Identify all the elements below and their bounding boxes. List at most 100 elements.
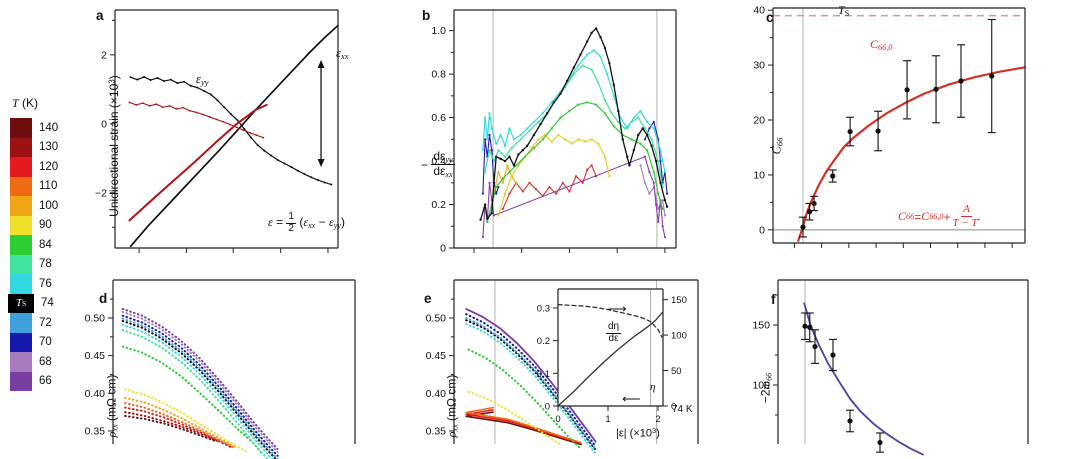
temp-swatch — [10, 235, 32, 255]
temp-swatch — [10, 274, 32, 294]
temp-swatch — [10, 157, 32, 177]
svg-text:0: 0 — [671, 402, 676, 413]
svg-text:0.2: 0.2 — [431, 199, 446, 211]
panel-b-letter: b — [422, 8, 431, 23]
c660-label: C66,0 — [870, 37, 893, 52]
panel-f-letter: f — [771, 292, 776, 307]
legend-row: 130 — [10, 137, 58, 157]
legend-row: 72 — [10, 313, 58, 333]
temp-swatch — [10, 371, 32, 391]
temp-label: 120 — [39, 160, 59, 173]
legend-row: T S 74 — [8, 293, 58, 313]
inset-temp-label: 74 K — [672, 404, 693, 415]
svg-text:0.2: 0.2 — [537, 336, 550, 347]
temp-label: 70 — [39, 336, 52, 349]
svg-text:1: 1 — [605, 414, 610, 425]
inset-xlabel: |ε| (×103) — [616, 426, 660, 440]
temp-label: 100 — [39, 199, 59, 212]
svg-text:2: 2 — [655, 414, 660, 425]
svg-text:2: 2 — [101, 49, 107, 61]
legend-row: 78 — [10, 254, 58, 274]
eta-label: η — [650, 381, 656, 393]
svg-text:0.45: 0.45 — [426, 350, 447, 362]
svg-text:100: 100 — [671, 331, 687, 342]
panel-a-letter: a — [96, 8, 104, 23]
svg-text:0.50: 0.50 — [85, 312, 106, 324]
ts-label: TS — [838, 3, 850, 18]
svg-text:0: 0 — [440, 243, 446, 255]
temp-swatch — [10, 137, 32, 157]
svg-text:0.50: 0.50 — [426, 312, 447, 324]
temp-label: 78 — [39, 258, 52, 271]
legend-row: 120 — [10, 157, 58, 177]
legend-row: 100 — [10, 196, 58, 216]
svg-text:0: 0 — [759, 224, 765, 236]
legend-row: 90 — [10, 215, 58, 235]
temp-label: 68 — [39, 355, 52, 368]
svg-text:1.0: 1.0 — [431, 25, 446, 37]
svg-text:40: 40 — [753, 5, 765, 17]
temp-swatch — [10, 118, 32, 138]
panel-c-ylabel: C66 — [769, 137, 785, 155]
svg-text:0.1: 0.1 — [537, 369, 550, 380]
panel-d-ylabel: ρxx (mΩ cm) — [104, 374, 120, 438]
panel-e-ylabel: ρxx (mΩ cm) — [444, 374, 460, 438]
panel-d-letter: d — [99, 291, 108, 306]
svg-text:0.3: 0.3 — [537, 303, 550, 314]
svg-text:0.8: 0.8 — [431, 69, 446, 81]
temp-swatch — [10, 254, 32, 274]
svg-text:30: 30 — [753, 60, 765, 72]
temp-label: 110 — [39, 180, 58, 193]
temp-legend-title: T (K) — [12, 96, 39, 110]
legend-row: 110 — [10, 176, 58, 196]
right-axis-arrow: ⟶ — [608, 301, 627, 316]
panel-c-letter: c — [766, 10, 774, 25]
svg-text:0.35: 0.35 — [426, 425, 447, 437]
temp-label: 84 — [39, 238, 52, 251]
svg-text:100: 100 — [752, 379, 770, 391]
deta-deps-label: dη dε — [606, 321, 622, 344]
legend-row: 84 — [10, 235, 58, 255]
svg-text:10: 10 — [753, 169, 765, 181]
left-axis-arrow: ⟵ — [622, 391, 641, 406]
svg-text:0.35: 0.35 — [85, 425, 106, 437]
svg-text:0: 0 — [101, 118, 107, 130]
svg-text:0: 0 — [545, 402, 550, 413]
temp-label: 74 — [41, 297, 54, 310]
svg-text:50: 50 — [671, 366, 682, 377]
eps-xx-label: εxx — [336, 46, 349, 62]
temp-swatch — [10, 215, 32, 235]
temp-swatch — [10, 352, 32, 372]
panel-f-ylabel: −2m66 — [758, 372, 774, 404]
temp-label: 66 — [39, 375, 52, 388]
svg-text:150: 150 — [752, 319, 770, 331]
temp-swatch — [10, 196, 32, 216]
eps-yy-label: εyy — [196, 72, 209, 88]
temp-label: 140 — [39, 121, 59, 134]
svg-text:0.40: 0.40 — [85, 388, 106, 400]
legend-row: 70 — [10, 332, 58, 352]
svg-text:−2: −2 — [95, 187, 107, 199]
svg-text:150: 150 — [671, 295, 687, 306]
temp-label: 72 — [39, 316, 52, 329]
svg-text:20: 20 — [753, 115, 765, 127]
svg-text:0.45: 0.45 — [85, 350, 106, 362]
legend-row: 68 — [10, 352, 58, 372]
legend-row: 140 — [10, 118, 58, 138]
temp-legend: T (K) 140 130 120 110 100 90 84 78 76 T S 74 72 70 68 6… — [8, 96, 58, 391]
legend-row: 66 — [10, 371, 58, 391]
panel-e-letter: e — [424, 291, 432, 306]
temp-label: 90 — [39, 219, 52, 232]
temp-swatch — [10, 332, 32, 352]
svg-text:0: 0 — [555, 414, 560, 425]
panel-b-ylabel: − dεyy dεxx — [421, 149, 455, 180]
legend-row: 76 — [10, 274, 58, 294]
svg-text:0.40: 0.40 — [426, 388, 447, 400]
temp-legend-rows: 140 130 120 110 100 90 84 78 76 T S 74 72 70 68 66 — [8, 118, 58, 391]
temp-label: 76 — [39, 277, 52, 290]
temp-swatch — [10, 176, 32, 196]
